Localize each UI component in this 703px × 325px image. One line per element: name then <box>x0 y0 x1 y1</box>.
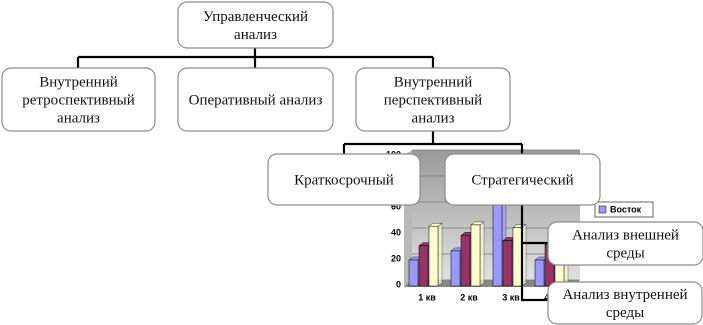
node: Анализ внешней среды <box>547 221 703 266</box>
y-tick-label: 60 <box>391 201 401 211</box>
node-box <box>444 153 601 206</box>
connector <box>342 131 524 154</box>
connector <box>76 48 435 68</box>
legend-label: Восток <box>610 204 642 214</box>
bar <box>512 227 523 287</box>
node-box <box>177 1 334 49</box>
node: Внутренний ретроспективный анализ <box>1 67 156 132</box>
node-label: анализ <box>412 111 455 127</box>
node-label: анализ <box>57 111 100 127</box>
node: Управленческий анализ <box>177 1 334 49</box>
node: Стратегический <box>444 153 601 206</box>
bar-side <box>437 222 443 287</box>
bar <box>418 245 429 287</box>
node-label: Краткосрочный <box>294 173 394 189</box>
bar <box>534 259 545 287</box>
y-tick-label: 20 <box>391 253 401 263</box>
node-label: перспективный <box>384 93 482 109</box>
node-label: Внутренний <box>394 75 473 91</box>
connector <box>520 205 548 302</box>
bar <box>408 259 419 287</box>
node-label: Внутренний <box>39 75 118 91</box>
node-label: Анализ внешней <box>572 228 679 244</box>
node-box <box>1 67 156 132</box>
x-tick-label: 2 кв <box>460 292 478 302</box>
bar <box>428 225 439 287</box>
bar <box>502 240 513 287</box>
node-label: Оперативный анализ <box>189 93 323 109</box>
node-label: анализ <box>234 27 277 43</box>
node-box <box>547 221 703 266</box>
node-label: Стратегический <box>471 173 573 189</box>
x-tick-label: 1 кв <box>418 292 436 302</box>
bar <box>450 250 461 287</box>
bar <box>460 235 471 287</box>
legend-frame <box>594 201 654 218</box>
bar-side <box>479 221 485 287</box>
bar <box>470 224 481 287</box>
node-label: среды <box>606 305 644 321</box>
connectors <box>76 48 548 302</box>
node: Внутренний перспективный анализ <box>355 67 511 132</box>
node-box <box>547 281 703 325</box>
node-label: Управленческий <box>203 9 308 25</box>
node-label: среды <box>606 246 644 262</box>
y-tick-label: 40 <box>391 227 401 237</box>
node: Оперативный анализ <box>177 67 334 132</box>
x-tick-label: 3 кв <box>502 292 520 302</box>
y-tick-label: 0 <box>396 279 401 289</box>
node-box <box>267 153 421 206</box>
node-box <box>355 67 511 132</box>
node-box <box>177 67 334 132</box>
node: Анализ внутренней среды <box>547 281 703 325</box>
legend-swatch <box>598 205 607 214</box>
node-label: Анализ внутренней <box>562 287 687 303</box>
node: Краткосрочный <box>267 153 421 206</box>
node-label: ретроспективный <box>22 93 135 109</box>
